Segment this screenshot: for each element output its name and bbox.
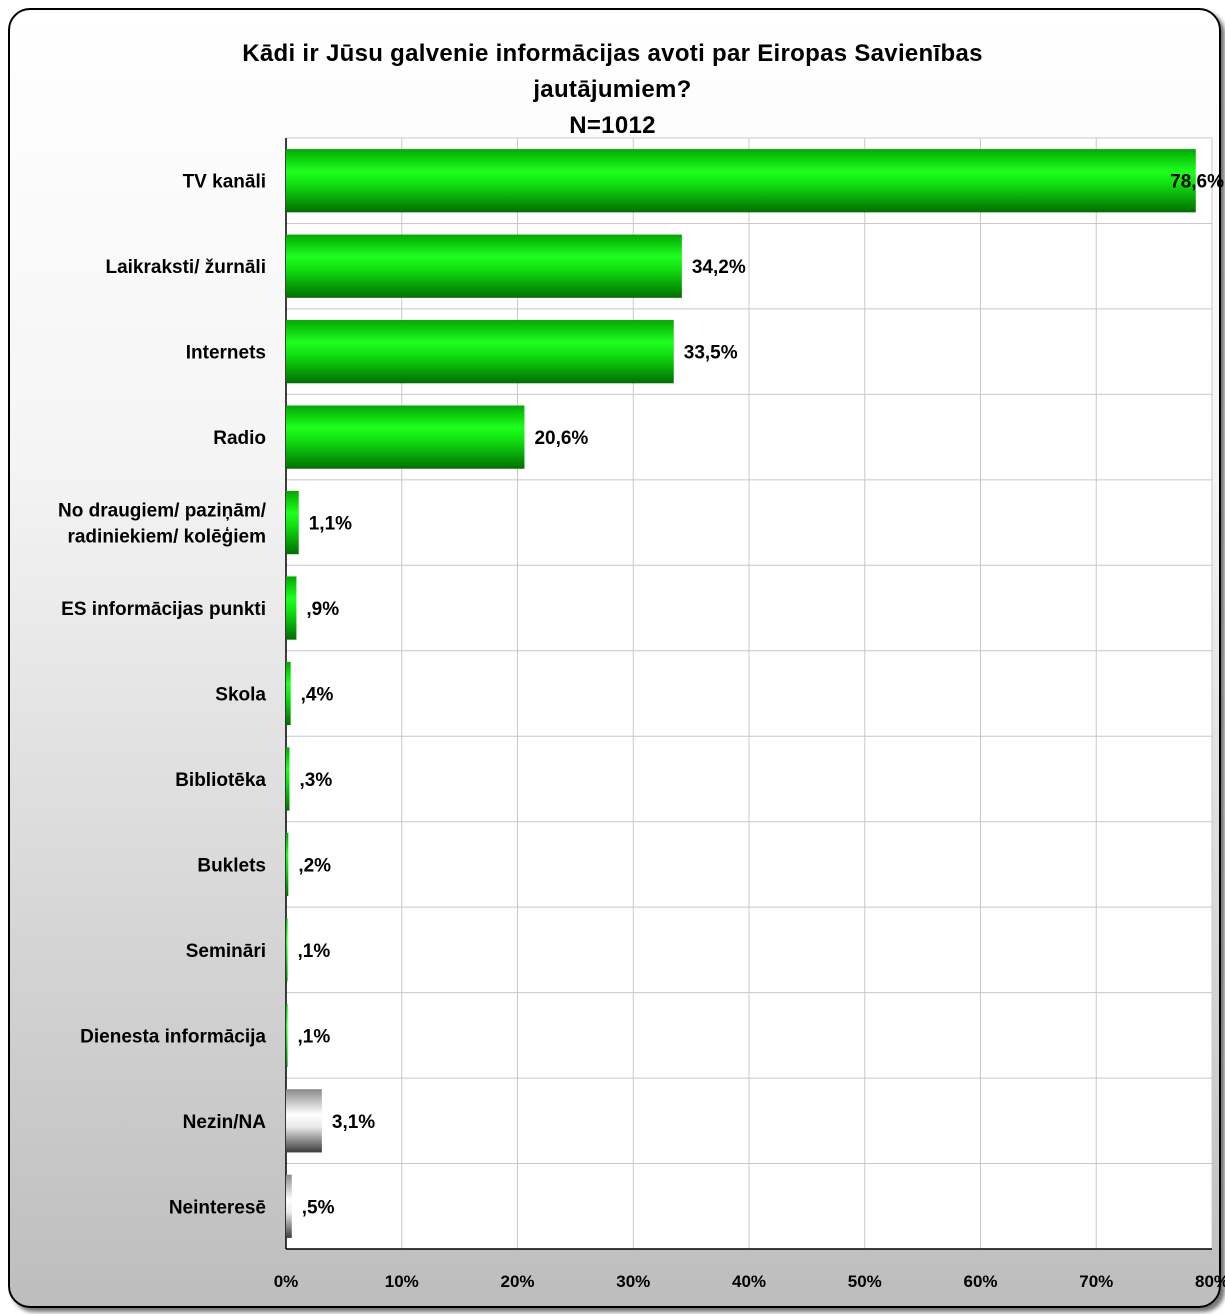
chart-title-line-2: jautājumiem? bbox=[533, 76, 692, 103]
category-label: Bibliotēka bbox=[175, 770, 266, 791]
value-label: ,3% bbox=[299, 770, 332, 791]
bar bbox=[286, 490, 299, 555]
bar bbox=[286, 747, 290, 811]
category-label: No draugiem/ paziņām/ bbox=[58, 501, 267, 522]
bar bbox=[286, 234, 682, 298]
category-label: Nezin/NA bbox=[183, 1112, 267, 1133]
x-tick-label: 20% bbox=[500, 1272, 534, 1291]
bar bbox=[286, 1089, 322, 1153]
category-label: Buklets bbox=[197, 855, 266, 876]
value-label: ,1% bbox=[298, 1026, 331, 1047]
x-tick-label: 50% bbox=[848, 1272, 882, 1291]
chart-title-line-1: Kādi ir Jūsu galvenie informācijas avoti… bbox=[242, 40, 983, 67]
category-label: Dienesta informācija bbox=[80, 1026, 266, 1047]
value-label: ,9% bbox=[306, 599, 339, 620]
category-label: TV kanāli bbox=[183, 172, 266, 193]
bar bbox=[286, 661, 291, 726]
bar bbox=[286, 1003, 288, 1067]
value-label: ,1% bbox=[298, 941, 331, 962]
value-label: 20,6% bbox=[534, 428, 588, 449]
bars bbox=[286, 149, 1196, 1238]
category-label: Laikraksti/ žurnāli bbox=[105, 257, 266, 278]
category-label: Radio bbox=[213, 428, 266, 449]
category-label: Skola bbox=[215, 685, 266, 706]
x-tick-label: 60% bbox=[963, 1272, 997, 1291]
bar bbox=[286, 576, 297, 640]
bar bbox=[286, 320, 674, 384]
labels: 78,6% TV kanāli 34,2% Laikraksti/ žurnāli 33… bbox=[58, 172, 1224, 1219]
chart-subtitle-n: N=1012 bbox=[569, 112, 656, 139]
x-tick-label: 40% bbox=[732, 1272, 766, 1291]
x-tick-label: 80% bbox=[1195, 1272, 1225, 1291]
value-label: 34,2% bbox=[692, 257, 746, 278]
x-tick-label: 70% bbox=[1079, 1272, 1113, 1291]
bar bbox=[286, 149, 1196, 213]
bar bbox=[286, 918, 288, 982]
value-label: 78,6% bbox=[1170, 172, 1224, 193]
x-tick-label: 30% bbox=[616, 1272, 650, 1291]
x-axis-ticks: 0% 10% 20% 30% 40% 50% 60% 70% 80% bbox=[274, 1272, 1225, 1291]
bar bbox=[286, 405, 525, 469]
value-label: ,4% bbox=[301, 685, 334, 706]
bar bbox=[286, 1174, 292, 1238]
value-label: ,2% bbox=[298, 855, 331, 876]
category-label: ES informācijas punkti bbox=[61, 599, 266, 620]
value-label: 1,1% bbox=[309, 514, 352, 535]
category-label: Neinteresē bbox=[169, 1197, 266, 1218]
x-tick-label: 0% bbox=[274, 1272, 299, 1291]
chart-title: Kādi ir Jūsu galvenie informācijas avoti… bbox=[0, 36, 1225, 144]
value-label: 3,1% bbox=[332, 1112, 375, 1133]
category-label: radiniekiem/ kolēģiem bbox=[67, 527, 266, 548]
bar bbox=[286, 832, 289, 897]
value-label: ,5% bbox=[302, 1197, 335, 1218]
x-tick-label: 10% bbox=[385, 1272, 419, 1291]
value-label: 33,5% bbox=[684, 343, 738, 364]
category-label: Semināri bbox=[186, 941, 266, 962]
category-label: Internets bbox=[186, 343, 266, 364]
